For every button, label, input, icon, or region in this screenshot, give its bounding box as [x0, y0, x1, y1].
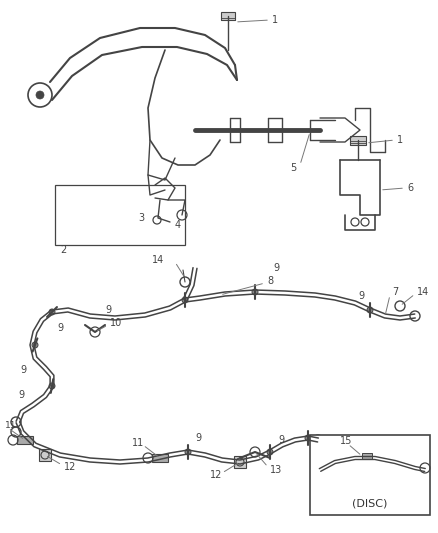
Text: 1: 1: [272, 15, 278, 25]
Bar: [310, 435, 430, 515]
Bar: [17, 436, 33, 444]
Text: 11: 11: [132, 438, 144, 448]
Bar: [362, 453, 372, 459]
Text: (DISC): (DISC): [352, 498, 388, 508]
Circle shape: [267, 449, 273, 455]
Circle shape: [185, 449, 191, 455]
Text: 9: 9: [358, 291, 364, 301]
Circle shape: [32, 342, 38, 348]
Circle shape: [36, 91, 44, 99]
Circle shape: [182, 297, 188, 303]
Text: 12: 12: [64, 462, 76, 472]
Bar: [350, 136, 366, 145]
Text: 8: 8: [267, 276, 273, 286]
Text: 7: 7: [392, 287, 398, 297]
Text: 12: 12: [210, 470, 223, 480]
Circle shape: [367, 307, 373, 313]
Text: 9: 9: [18, 390, 24, 400]
Circle shape: [49, 383, 55, 389]
Bar: [221, 12, 235, 20]
Text: 3: 3: [138, 213, 144, 223]
Text: 9: 9: [105, 305, 111, 315]
Text: 13: 13: [270, 465, 282, 475]
Bar: [152, 454, 168, 462]
Text: 2: 2: [60, 245, 66, 255]
Text: 14: 14: [417, 287, 429, 297]
Text: 9: 9: [20, 365, 26, 375]
Text: 4: 4: [175, 220, 181, 230]
Text: 9: 9: [195, 433, 201, 443]
Text: 9: 9: [273, 263, 279, 273]
Text: 9: 9: [57, 323, 63, 333]
Bar: [55, 185, 185, 245]
Circle shape: [305, 435, 311, 441]
Bar: [234, 456, 246, 468]
Text: 6: 6: [407, 183, 413, 193]
Text: 10: 10: [110, 318, 122, 328]
Text: 15: 15: [340, 436, 353, 446]
Text: 1: 1: [397, 135, 403, 145]
Text: 9: 9: [278, 435, 284, 445]
Bar: [39, 449, 51, 461]
Circle shape: [49, 309, 55, 315]
Circle shape: [252, 289, 258, 295]
Text: 5: 5: [290, 163, 296, 173]
Text: 11: 11: [5, 421, 17, 430]
Text: 14: 14: [152, 255, 164, 265]
